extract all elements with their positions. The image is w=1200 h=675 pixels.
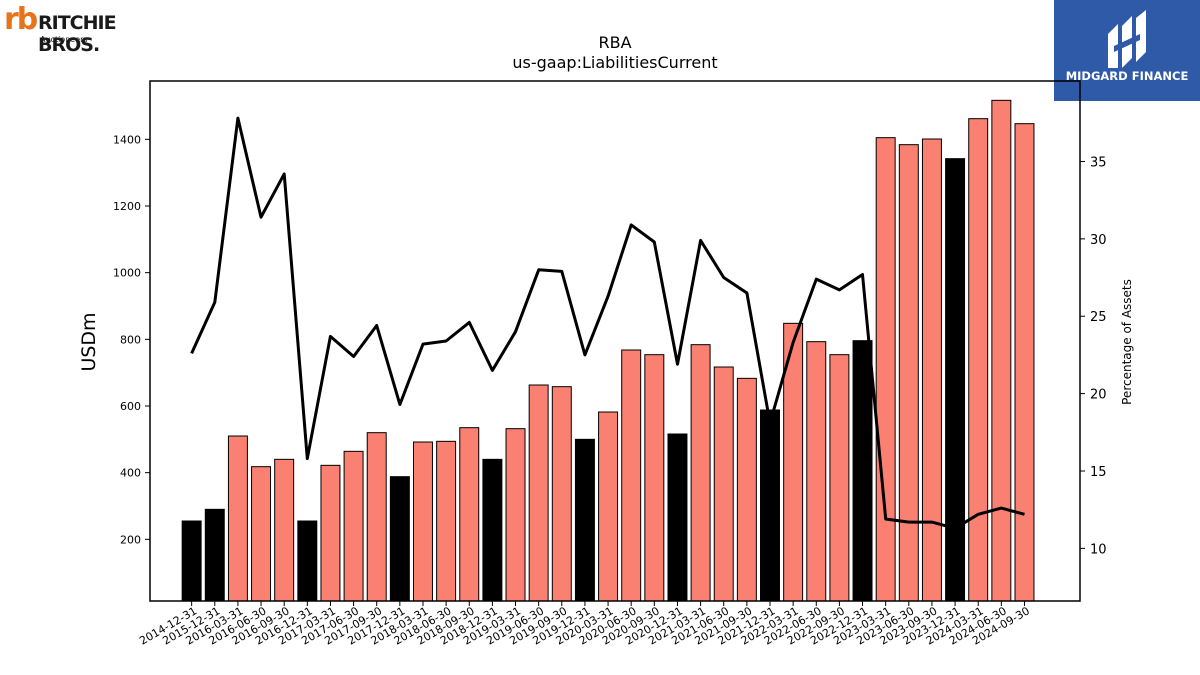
bar [644, 354, 665, 602]
chart-title: RBA [598, 33, 631, 52]
bar [875, 137, 896, 602]
bar [991, 99, 1012, 602]
midgard-finance-name: MIDGARD FINANCE [1065, 69, 1189, 83]
bar [713, 366, 734, 602]
y-tick-label: 1200 [113, 200, 141, 213]
y-tick-label: 200 [120, 533, 141, 546]
bar [945, 158, 966, 602]
bar [389, 476, 410, 602]
bar [968, 118, 989, 602]
midgard-finance-logo: MIDGARD FINANCE [1054, 0, 1200, 101]
bar [459, 427, 480, 602]
bar [274, 458, 295, 602]
bar [598, 411, 619, 602]
bar [829, 354, 850, 602]
y2-tick-label: 25 [1090, 310, 1107, 325]
midgard-mark-icon [1108, 10, 1146, 68]
bar [621, 349, 642, 602]
bar [921, 138, 942, 602]
y-tick-label: 800 [120, 333, 141, 346]
bar [528, 384, 549, 602]
y2-tick-label: 10 [1090, 542, 1107, 557]
y-tick-label: 600 [120, 400, 141, 413]
bar [505, 428, 526, 602]
bar [251, 466, 272, 602]
bar [690, 344, 711, 602]
y2-tick-label: 35 [1090, 155, 1107, 170]
line-series [190, 116, 1025, 530]
bar [436, 440, 457, 602]
y2-tick-label: 30 [1090, 233, 1107, 248]
bar-series [181, 99, 1035, 602]
bar [320, 464, 341, 602]
y-tick-label: 400 [120, 467, 141, 480]
bar [181, 520, 202, 602]
bar [1014, 123, 1035, 602]
bar [806, 341, 827, 602]
y-tick-label: 1400 [113, 133, 141, 146]
axes: 2004006008001000120014001015202530352014… [113, 80, 1107, 648]
chart-subtitle: us-gaap:LiabilitiesCurrent [512, 53, 717, 72]
bar [667, 433, 688, 602]
y-axis-label: USDm [78, 312, 100, 371]
bar [297, 520, 318, 602]
y2-tick-label: 20 [1090, 388, 1107, 403]
ritchie-bros-tagline: Auctioneers [40, 35, 88, 44]
bar [760, 409, 780, 602]
bar [227, 435, 248, 602]
bar [736, 377, 757, 602]
plot-frame [149, 80, 1081, 602]
bar [898, 144, 919, 602]
bar [413, 441, 433, 602]
ritchie-bros-name: RITCHIE BROS. [38, 12, 117, 56]
y2-tick-label: 15 [1090, 465, 1107, 480]
bar [551, 386, 572, 602]
bar [366, 432, 387, 602]
bar [482, 458, 503, 602]
ritchie-bros-logo: rb RITCHIE BROS. Auctioneers [4, 2, 174, 57]
y-tick-label: 1000 [113, 267, 141, 280]
bar [574, 438, 595, 602]
bar [204, 508, 225, 602]
y2-axis-label: Percentage of Assets [1120, 279, 1134, 405]
bar [852, 340, 873, 602]
ritchie-bros-mark: rb [4, 2, 38, 37]
bar [343, 450, 364, 602]
